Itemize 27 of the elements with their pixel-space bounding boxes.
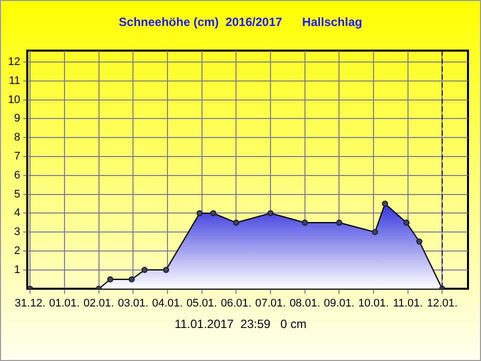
y-tick-label: 7	[14, 150, 20, 162]
text: 11.01.2017 23:59 0 cm	[174, 317, 308, 331]
y-tick-label: 5	[14, 188, 20, 200]
x-tick-label: 09.01.	[324, 297, 354, 310]
x-tick-label: 01.01.	[49, 297, 80, 310]
y-tick-label: 9	[14, 112, 20, 125]
x-tick-label: 04.01.	[152, 297, 183, 310]
x-tick-label: 08.01.	[290, 297, 320, 310]
y-tick-label: 10	[8, 94, 20, 106]
x-tick-label: 07.01.	[255, 297, 286, 310]
x-tick-label: 12.01.	[426, 297, 458, 310]
x-tick-label: 02.01.	[83, 297, 114, 310]
y-tick-label: 2	[14, 245, 20, 258]
x-tick-label: 05.01.	[186, 297, 218, 310]
y-tick-label: 12	[8, 56, 20, 68]
chart-title: Schneehöhe (cm) 2016/2017 Hallschlag	[118, 15, 364, 29]
y-tick-label: 4	[14, 207, 20, 220]
y-tick-label: 8	[14, 132, 20, 144]
x-tick-label: 06.01.	[220, 297, 252, 310]
x-tick-label: 10.01.	[358, 297, 389, 310]
x-tick-label: 03.01.	[118, 297, 148, 310]
x-tick-label: 31.12.	[14, 297, 46, 310]
y-tick-label: 11	[8, 74, 20, 87]
y-tick-label: 6	[14, 169, 20, 182]
y-tick-label: 1	[14, 264, 20, 276]
x-tick-label: 11.01.	[393, 297, 423, 310]
y-tick-label: 3	[14, 226, 20, 238]
